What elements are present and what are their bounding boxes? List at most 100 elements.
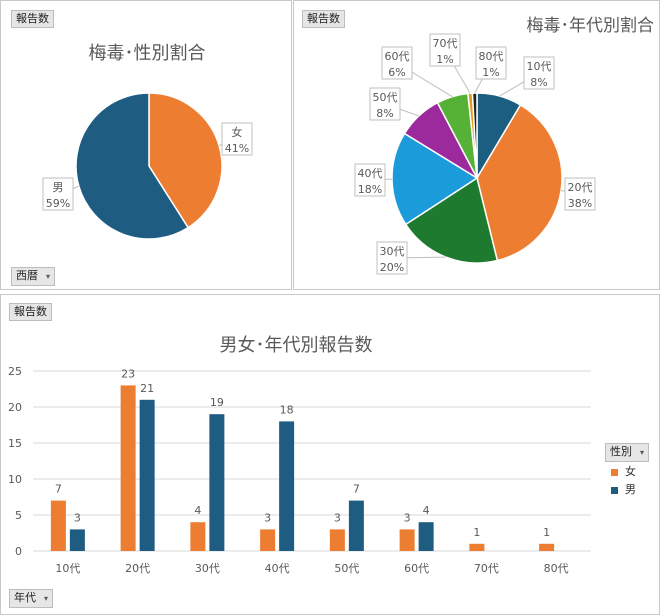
age-pie-label-7-text: 1% [436, 53, 453, 66]
legend-swatch [611, 487, 618, 494]
bar-male-1 [69, 529, 85, 551]
bar-chart-title: 男女･年代別報告数 [219, 335, 373, 356]
x-tick-label: 50代 [334, 562, 359, 575]
legend-item-female[interactable]: 女 [611, 463, 636, 481]
bar-male-2 [139, 399, 155, 551]
bar-legend: 女男 [611, 463, 636, 499]
age-pie-label-5-text: 50代 [373, 91, 398, 104]
age-pie-label-7-text: 70代 [433, 37, 458, 50]
x-tick-label: 10代 [55, 562, 80, 575]
legend-label: 女 [625, 465, 636, 478]
age-pie-label-4-text: 18% [358, 183, 382, 196]
bar-male-4 [279, 421, 295, 551]
dropdown-arrow-icon: ▾ [44, 594, 49, 603]
legend-item-male[interactable]: 男 [611, 481, 636, 499]
data-label: 3 [74, 511, 81, 524]
gender-pie-label-2: 男 59% [42, 177, 74, 211]
gender-pie-label-1-text: 女 [232, 125, 243, 139]
age-pie-slice-4 [391, 132, 479, 226]
age-pie-label-1-text: 8% [530, 76, 547, 89]
data-label: 1 [473, 526, 480, 539]
data-label: 1 [543, 526, 550, 539]
legend-label: 男 [625, 483, 636, 496]
gender-pie-label-1: 女 41% [221, 122, 253, 156]
data-label: 3 [404, 511, 411, 524]
legend-swatch [611, 469, 618, 476]
value-field-button[interactable]: 報告数 [11, 10, 54, 28]
gender-pie-label-1-text: 41% [225, 142, 249, 155]
dropdown-arrow-icon: ▾ [640, 448, 645, 457]
bar-chart-panel: 報告数 男女･年代別報告数 0 5 10 15 20 25 10代 7 3 20代 23 21 30代 4… [0, 294, 660, 615]
gender-pie-title: 梅毒･性別割合 [88, 43, 206, 64]
x-tick-label: 80代 [544, 562, 569, 575]
bar-male-3 [209, 414, 225, 551]
gender-pie-label-2-text: 男 [53, 181, 64, 194]
bar-female-7 [469, 543, 485, 551]
year-filter-button[interactable]: 西暦 ▾ [11, 267, 56, 286]
value-field-button[interactable]: 報告数 [302, 10, 345, 28]
gender-pie-chart: 女 41% 男 59% [42, 92, 253, 240]
bar-female-3 [190, 522, 206, 551]
data-label: 3 [334, 511, 341, 524]
bar-female-5 [329, 529, 345, 551]
y-tick-label: 15 [8, 437, 22, 450]
age-pie-label-6-text: 6% [388, 66, 405, 79]
bar-male-6 [418, 522, 434, 551]
data-label: 21 [140, 382, 154, 395]
x-tick-label: 30代 [195, 562, 220, 575]
data-label: 19 [210, 396, 224, 409]
y-tick-label: 25 [8, 365, 22, 378]
age-pie-label-1-text: 10代 [527, 60, 552, 73]
y-tick-label: 5 [15, 509, 22, 522]
data-label: 18 [280, 403, 294, 416]
x-tick-label: 60代 [404, 562, 429, 575]
data-label: 3 [264, 511, 271, 524]
age-pie-slice-2 [476, 103, 563, 262]
data-label: 23 [121, 367, 135, 380]
age-pie-label-3-text: 30代 [380, 245, 405, 258]
bar-female-4 [260, 529, 276, 551]
x-tick-label: 40代 [265, 562, 290, 575]
age-pie-label-8-text: 80代 [479, 50, 504, 63]
dropdown-arrow-icon: ▾ [46, 272, 51, 281]
data-label: 4 [194, 504, 201, 517]
age-pie-label-2-text: 38% [568, 197, 592, 210]
data-label: 7 [55, 483, 62, 496]
bar-female-6 [399, 529, 415, 551]
age-pie-label-4-text: 40代 [358, 167, 383, 180]
bar-female-2 [120, 385, 136, 551]
y-tick-label: 0 [15, 545, 22, 558]
bar-female-8 [539, 543, 555, 551]
age-pie-panel: 報告数 梅毒･年代別割合 10代 8% 20代 38% 30代 20% 40代 18% 50代 8… [293, 0, 660, 290]
value-field-button[interactable]: 報告数 [9, 303, 52, 321]
data-label: 7 [353, 483, 360, 496]
age-pie-label-5-text: 8% [376, 107, 393, 120]
x-tick-label: 70代 [474, 562, 499, 575]
age-pie-label-3-text: 20% [380, 261, 404, 274]
axis-field-button[interactable]: 年代 ▾ [9, 589, 54, 608]
age-pie-title: 梅毒･年代別割合 [526, 16, 655, 36]
age-pie-label-2-text: 20代 [568, 181, 593, 194]
age-pie-label-6-text: 60代 [385, 50, 410, 63]
bar-chart: 0 5 10 15 20 25 10代 7 3 20代 23 21 30代 4 19 40代 3 18 50代 3 7 6… [8, 365, 591, 575]
age-pie-label-8-text: 1% [482, 66, 499, 79]
age-pie-slice-8 [471, 92, 478, 179]
data-label: 4 [423, 504, 430, 517]
gender-pie-panel: 報告数 梅毒･性別割合 女 41% 男 59% 西暦 ▾ [0, 0, 292, 290]
y-tick-label: 10 [8, 473, 22, 486]
gender-pie-slice-2 [75, 92, 190, 240]
legend-field-button[interactable]: 性別 ▾ [605, 443, 650, 462]
x-tick-label: 20代 [125, 562, 150, 575]
bar-male-5 [348, 500, 364, 551]
gender-pie-label-2-text: 59% [46, 197, 70, 210]
y-tick-label: 20 [8, 401, 22, 414]
